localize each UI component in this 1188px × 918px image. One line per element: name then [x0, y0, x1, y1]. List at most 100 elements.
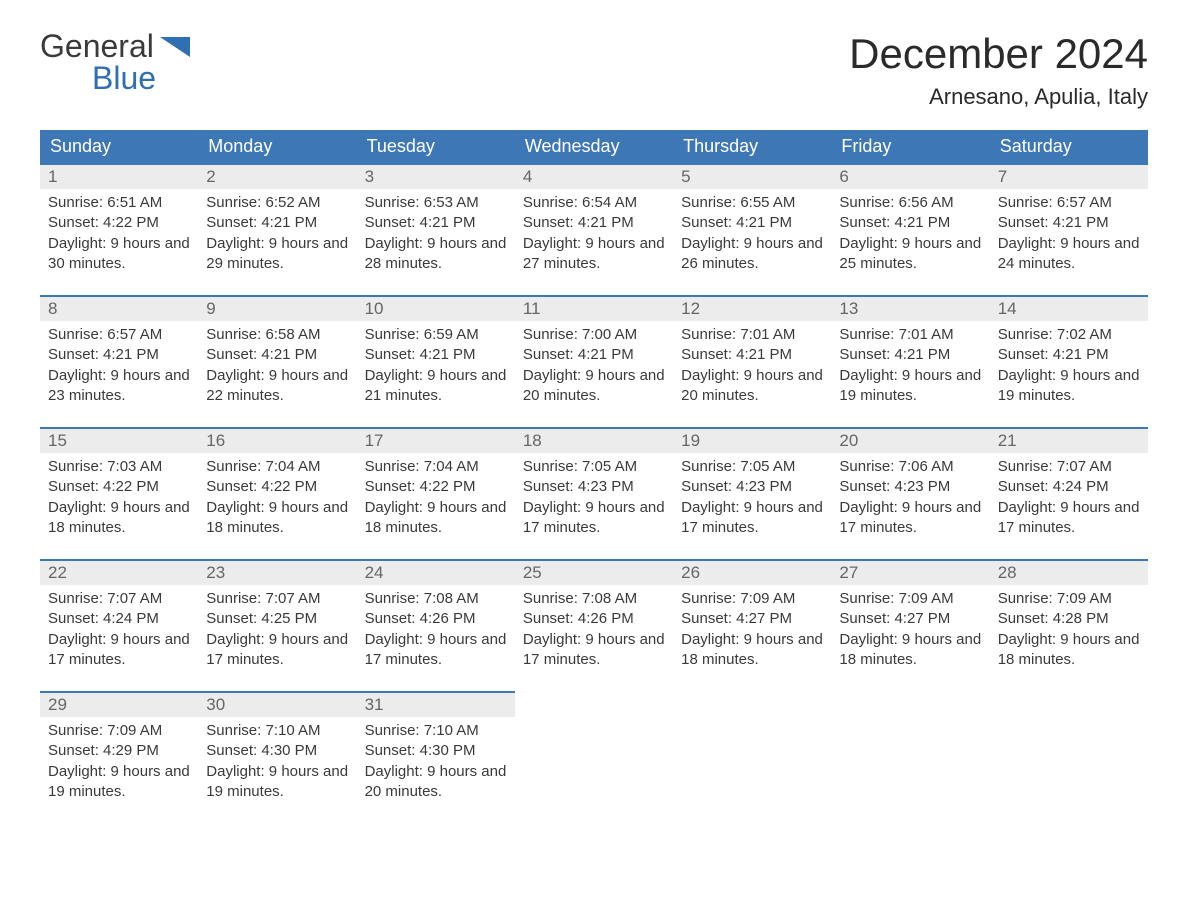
month-title: December 2024 [849, 30, 1148, 78]
day-number: 20 [831, 427, 989, 453]
sunrise-line: Sunrise: 7:10 AM [365, 721, 507, 741]
sunrise-line: Sunrise: 6:55 AM [681, 193, 823, 213]
sunrise-line: Sunrise: 7:07 AM [206, 589, 348, 609]
calendar-day-cell: 30Sunrise: 7:10 AMSunset: 4:30 PMDayligh… [198, 691, 356, 823]
sunrise-line: Sunrise: 6:59 AM [365, 325, 507, 345]
day-content: Sunrise: 6:51 AMSunset: 4:22 PMDaylight:… [40, 189, 198, 282]
sunset-line: Sunset: 4:26 PM [365, 609, 507, 629]
day-content: Sunrise: 7:09 AMSunset: 4:27 PMDaylight:… [673, 585, 831, 678]
sunset-line: Sunset: 4:27 PM [839, 609, 981, 629]
sunrise-line: Sunrise: 7:02 AM [998, 325, 1140, 345]
day-content: Sunrise: 7:03 AMSunset: 4:22 PMDaylight:… [40, 453, 198, 546]
sunrise-line: Sunrise: 7:03 AM [48, 457, 190, 477]
day-number: 28 [990, 559, 1148, 585]
flag-icon [160, 30, 190, 62]
calendar-day-cell: 3Sunrise: 6:53 AMSunset: 4:21 PMDaylight… [357, 163, 515, 295]
day-content: Sunrise: 7:07 AMSunset: 4:24 PMDaylight:… [990, 453, 1148, 546]
calendar-day-cell: 12Sunrise: 7:01 AMSunset: 4:21 PMDayligh… [673, 295, 831, 427]
day-content: Sunrise: 7:04 AMSunset: 4:22 PMDaylight:… [357, 453, 515, 546]
sunrise-line: Sunrise: 7:01 AM [681, 325, 823, 345]
day-number: 12 [673, 295, 831, 321]
calendar-day-cell: 25Sunrise: 7:08 AMSunset: 4:26 PMDayligh… [515, 559, 673, 691]
day-number: 4 [515, 163, 673, 189]
sunset-line: Sunset: 4:23 PM [839, 477, 981, 497]
sunset-line: Sunset: 4:22 PM [206, 477, 348, 497]
calendar-day-cell: 28Sunrise: 7:09 AMSunset: 4:28 PMDayligh… [990, 559, 1148, 691]
calendar-day-cell [990, 691, 1148, 823]
sunset-line: Sunset: 4:22 PM [365, 477, 507, 497]
daylight-line: Daylight: 9 hours and 17 minutes. [206, 630, 348, 671]
sunset-line: Sunset: 4:24 PM [48, 609, 190, 629]
day-number: 31 [357, 691, 515, 717]
daylight-line: Daylight: 9 hours and 17 minutes. [523, 630, 665, 671]
sunset-line: Sunset: 4:22 PM [48, 477, 190, 497]
calendar-day-cell: 16Sunrise: 7:04 AMSunset: 4:22 PMDayligh… [198, 427, 356, 559]
day-content: Sunrise: 7:01 AMSunset: 4:21 PMDaylight:… [831, 321, 989, 414]
calendar-table: Sunday Monday Tuesday Wednesday Thursday… [40, 130, 1148, 823]
daylight-line: Daylight: 9 hours and 20 minutes. [523, 366, 665, 407]
sunrise-line: Sunrise: 6:57 AM [998, 193, 1140, 213]
sunset-line: Sunset: 4:21 PM [681, 213, 823, 233]
sunset-line: Sunset: 4:21 PM [998, 345, 1140, 365]
daylight-line: Daylight: 9 hours and 18 minutes. [998, 630, 1140, 671]
calendar-week-row: 15Sunrise: 7:03 AMSunset: 4:22 PMDayligh… [40, 427, 1148, 559]
calendar-day-cell: 26Sunrise: 7:09 AMSunset: 4:27 PMDayligh… [673, 559, 831, 691]
calendar-day-cell: 31Sunrise: 7:10 AMSunset: 4:30 PMDayligh… [357, 691, 515, 823]
day-number: 1 [40, 163, 198, 189]
daylight-line: Daylight: 9 hours and 29 minutes. [206, 234, 348, 275]
day-content: Sunrise: 7:05 AMSunset: 4:23 PMDaylight:… [515, 453, 673, 546]
calendar-day-cell: 15Sunrise: 7:03 AMSunset: 4:22 PMDayligh… [40, 427, 198, 559]
sunrise-line: Sunrise: 7:07 AM [48, 589, 190, 609]
calendar-day-cell: 29Sunrise: 7:09 AMSunset: 4:29 PMDayligh… [40, 691, 198, 823]
calendar-week-row: 29Sunrise: 7:09 AMSunset: 4:29 PMDayligh… [40, 691, 1148, 823]
sunrise-line: Sunrise: 7:10 AM [206, 721, 348, 741]
header-right: December 2024 Arnesano, Apulia, Italy [849, 30, 1148, 110]
day-content: Sunrise: 6:53 AMSunset: 4:21 PMDaylight:… [357, 189, 515, 282]
sunrise-line: Sunrise: 6:56 AM [839, 193, 981, 213]
day-number: 22 [40, 559, 198, 585]
day-content: Sunrise: 6:52 AMSunset: 4:21 PMDaylight:… [198, 189, 356, 282]
sunset-line: Sunset: 4:23 PM [681, 477, 823, 497]
sunset-line: Sunset: 4:21 PM [839, 213, 981, 233]
day-number: 8 [40, 295, 198, 321]
day-content: Sunrise: 6:56 AMSunset: 4:21 PMDaylight:… [831, 189, 989, 282]
daylight-line: Daylight: 9 hours and 18 minutes. [48, 498, 190, 539]
day-content: Sunrise: 7:10 AMSunset: 4:30 PMDaylight:… [198, 717, 356, 810]
calendar-day-cell: 20 Sunrise: 7:06 AMSunset: 4:23 PMDayligh… [831, 427, 989, 559]
day-number: 6 [831, 163, 989, 189]
sunrise-line: Sunrise: 7:09 AM [681, 589, 823, 609]
daylight-line: Daylight: 9 hours and 17 minutes. [839, 498, 981, 539]
daylight-line: Daylight: 9 hours and 17 minutes. [681, 498, 823, 539]
sunset-line: Sunset: 4:21 PM [523, 213, 665, 233]
day-number: 21 [990, 427, 1148, 453]
sunrise-line: Sunrise: 7:06 AM [839, 457, 981, 477]
calendar-day-cell [673, 691, 831, 823]
day-content: Sunrise: 7:01 AMSunset: 4:21 PMDaylight:… [673, 321, 831, 414]
day-number: 25 [515, 559, 673, 585]
day-content: Sunrise: 7:07 AMSunset: 4:25 PMDaylight:… [198, 585, 356, 678]
day-number: 24 [357, 559, 515, 585]
sunrise-line: Sunrise: 6:57 AM [48, 325, 190, 345]
calendar-day-cell: 24Sunrise: 7:08 AMSunset: 4:26 PMDayligh… [357, 559, 515, 691]
calendar-day-cell: 10Sunrise: 6:59 AMSunset: 4:21 PMDayligh… [357, 295, 515, 427]
dayname: Tuesday [357, 130, 515, 163]
day-content: Sunrise: 6:57 AMSunset: 4:21 PMDaylight:… [990, 189, 1148, 282]
sunrise-line: Sunrise: 7:00 AM [523, 325, 665, 345]
daylight-line: Daylight: 9 hours and 27 minutes. [523, 234, 665, 275]
day-content: Sunrise: 7:02 AMSunset: 4:21 PMDaylight:… [990, 321, 1148, 414]
sunrise-line: Sunrise: 7:09 AM [48, 721, 190, 741]
sunrise-line: Sunrise: 7:08 AM [523, 589, 665, 609]
calendar-day-cell: 13Sunrise: 7:01 AMSunset: 4:21 PMDayligh… [831, 295, 989, 427]
calendar-day-cell: 2Sunrise: 6:52 AMSunset: 4:21 PMDaylight… [198, 163, 356, 295]
sunset-line: Sunset: 4:21 PM [523, 345, 665, 365]
day-number: 15 [40, 427, 198, 453]
daylight-line: Daylight: 9 hours and 17 minutes. [523, 498, 665, 539]
day-content: Sunrise: 7:08 AMSunset: 4:26 PMDaylight:… [515, 585, 673, 678]
calendar-day-cell: 17Sunrise: 7:04 AMSunset: 4:22 PMDayligh… [357, 427, 515, 559]
day-number: 10 [357, 295, 515, 321]
daylight-line: Daylight: 9 hours and 19 minutes. [839, 366, 981, 407]
sunrise-line: Sunrise: 6:52 AM [206, 193, 348, 213]
day-number: 5 [673, 163, 831, 189]
sunrise-line: Sunrise: 6:54 AM [523, 193, 665, 213]
daylight-line: Daylight: 9 hours and 19 minutes. [48, 762, 190, 803]
